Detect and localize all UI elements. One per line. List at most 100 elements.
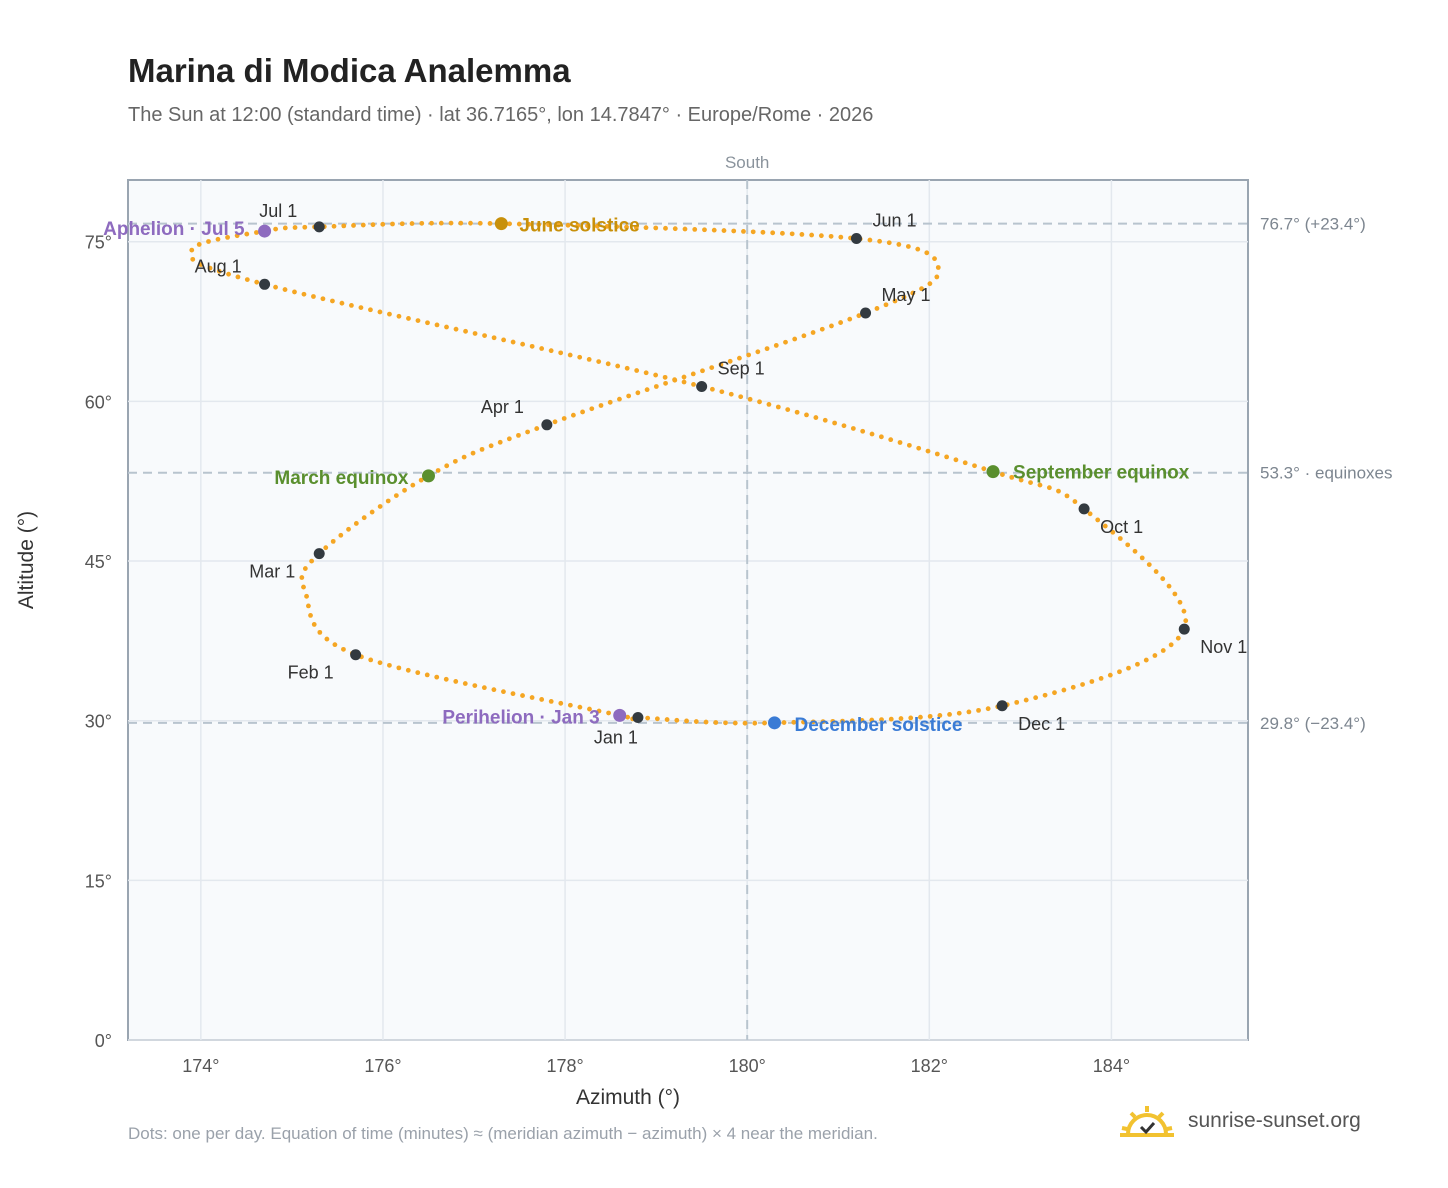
day-dot	[1098, 676, 1104, 681]
day-dot	[664, 717, 670, 722]
day-dot	[330, 538, 336, 544]
day-dot	[692, 226, 698, 232]
day-dot	[789, 231, 795, 237]
month-marker	[350, 649, 362, 661]
day-dot	[438, 220, 444, 226]
day-dot	[1072, 499, 1078, 504]
day-dot	[1177, 599, 1183, 605]
day-dot	[529, 343, 535, 349]
day-dot	[396, 665, 402, 671]
reference-line-label: 76.7° (+23.4°)	[1260, 215, 1366, 234]
day-dot	[932, 256, 937, 262]
day-dot	[981, 466, 987, 472]
day-dot	[672, 226, 678, 232]
day-dot	[1146, 562, 1152, 568]
day-dot	[1110, 529, 1116, 535]
day-dot	[804, 412, 809, 418]
day-dot	[244, 277, 250, 282]
day-dot	[301, 291, 307, 297]
day-dot	[972, 463, 977, 469]
day-dot	[309, 558, 315, 564]
day-dot	[443, 676, 449, 682]
day-dot	[302, 224, 308, 230]
day-dot	[1033, 695, 1039, 701]
day-dot	[727, 358, 733, 364]
day-dot	[947, 711, 952, 717]
day-dot	[1160, 648, 1166, 653]
day-dot	[633, 224, 639, 230]
day-dot	[859, 718, 865, 723]
month-label: Nov 1	[1200, 637, 1247, 657]
day-dot	[690, 371, 696, 377]
month-marker	[259, 278, 271, 290]
day-dot	[477, 220, 483, 226]
brand[interactable]: sunrise-sunset.org	[1120, 1104, 1361, 1138]
day-dot	[462, 681, 468, 686]
day-dot	[818, 233, 824, 239]
day-dot	[399, 221, 405, 227]
day-dot	[594, 223, 600, 229]
axes: 174° 176° 178° 180° 182° 184° 0° 15° 30° 45° 60° 75…	[15, 233, 1130, 1109]
day-dot	[723, 720, 728, 726]
x-tick-label: 178°	[546, 1056, 583, 1076]
day-dot	[596, 708, 602, 714]
sun-logo-icon	[1120, 1106, 1174, 1137]
day-dot	[304, 593, 309, 599]
day-dot	[1117, 669, 1122, 675]
day-dot	[634, 368, 640, 373]
day-dot	[937, 713, 943, 718]
day-dot	[700, 368, 705, 374]
day-dot	[520, 341, 526, 347]
event-label: Aphelion · Jul 5	[103, 219, 245, 240]
y-tick-label: 0°	[95, 1031, 112, 1051]
day-dot	[1166, 583, 1172, 589]
day-dot	[764, 346, 770, 352]
day-dot	[819, 326, 825, 332]
day-dot	[653, 225, 659, 231]
day-dot	[444, 324, 449, 330]
day-dot	[710, 386, 715, 392]
day-dot	[1046, 485, 1052, 491]
day-dot	[731, 228, 737, 234]
day-dot	[377, 309, 383, 315]
day-dot	[463, 328, 468, 334]
day-dot	[189, 247, 195, 253]
day-dot	[254, 279, 260, 285]
day-dot	[487, 221, 493, 226]
month-marker	[632, 712, 644, 723]
day-dot	[390, 221, 395, 227]
day-dot	[520, 693, 525, 698]
meridian-label: South	[725, 153, 769, 172]
day-dot	[387, 662, 392, 668]
day-dot	[415, 318, 421, 323]
day-dot	[1175, 635, 1181, 641]
day-dot	[780, 230, 785, 236]
day-dot	[331, 223, 337, 229]
day-dot	[747, 396, 753, 402]
day-dot	[507, 221, 512, 227]
day-dot	[1125, 542, 1131, 548]
day-dot	[596, 359, 602, 365]
day-dot	[577, 704, 583, 710]
day-dot	[924, 250, 930, 256]
day-dot	[614, 224, 620, 230]
month-label: Jul 1	[259, 201, 297, 221]
event-marker	[768, 716, 782, 730]
day-dot	[435, 468, 441, 473]
day-dot	[791, 719, 797, 725]
y-tick-label: 60°	[85, 392, 112, 412]
day-dot	[1000, 472, 1005, 477]
day-dot	[308, 613, 313, 618]
event-label: December solstice	[795, 715, 963, 736]
day-dot	[682, 226, 688, 232]
day-dot	[311, 294, 316, 299]
day-dot	[607, 399, 613, 405]
day-dot	[418, 477, 424, 483]
day-dot	[693, 719, 699, 724]
day-dot	[1126, 665, 1131, 671]
day-dot	[292, 289, 297, 295]
day-dot	[402, 487, 407, 493]
day-dot	[703, 719, 709, 725]
day-dot	[738, 394, 744, 400]
grid-lines	[128, 180, 1248, 1041]
